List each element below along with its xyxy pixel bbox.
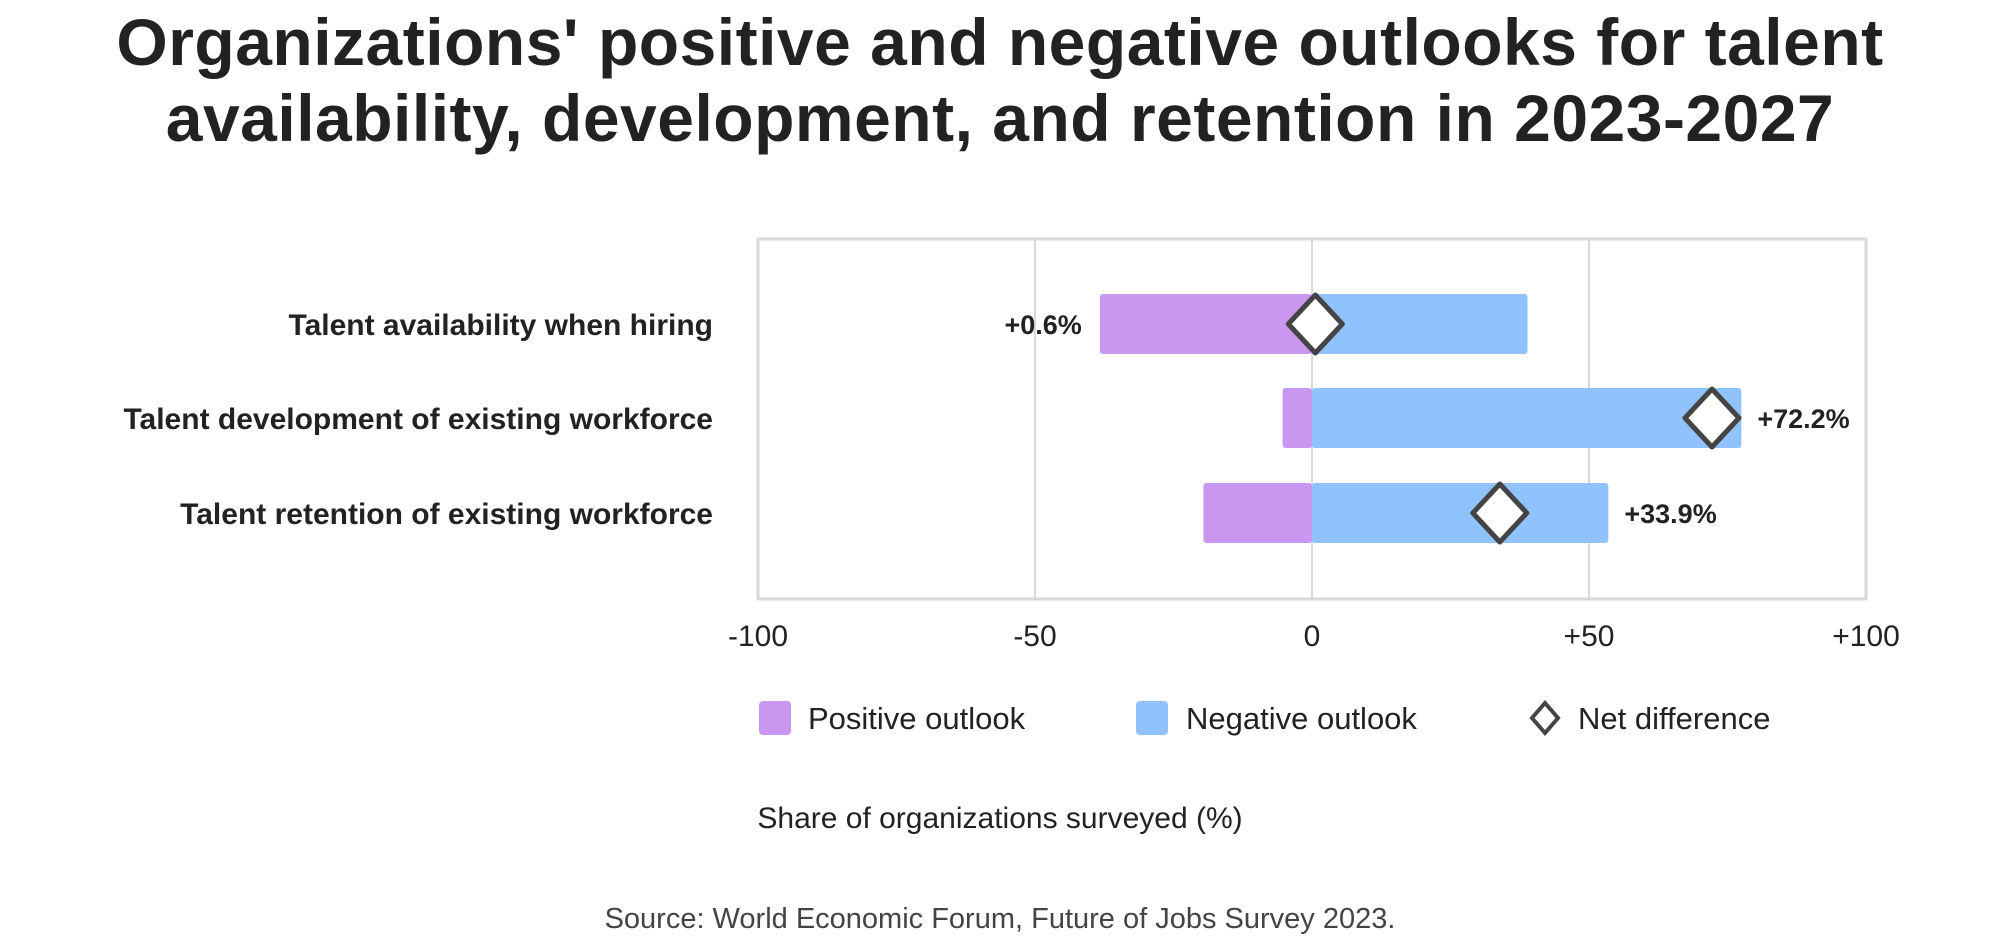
data-label: +33.9% [1624, 499, 1716, 529]
legend-diamond-icon [1529, 699, 1561, 737]
x-tick-label: 0 [1304, 620, 1321, 653]
x-tick-label: -100 [728, 620, 788, 653]
category-label: Talent retention of existing workforce [180, 498, 713, 531]
data-label: +72.2% [1757, 404, 1849, 434]
net-difference-marker [1682, 386, 1742, 450]
source-note: Source: World Economic Forum, Future of … [605, 903, 1396, 935]
net-difference-marker [1470, 481, 1530, 545]
x-tick-label: +50 [1564, 620, 1615, 653]
category-label: Talent development of existing workforce [123, 403, 713, 436]
data-label: +0.6% [1005, 310, 1082, 340]
negative-bar [1312, 388, 1742, 448]
legend-label-net: Net difference [1578, 701, 1770, 736]
x-tick-label: +100 [1832, 620, 1900, 653]
legend-label-negative: Negative outlook [1186, 701, 1417, 736]
legend-label-positive: Positive outlook [808, 701, 1026, 736]
positive-bar [1099, 294, 1312, 354]
positive-bar [1282, 388, 1312, 448]
negative-bar [1312, 483, 1609, 543]
net-difference-marker [1285, 292, 1345, 356]
chart-title: Organizations' positive and negative out… [116, 5, 1884, 155]
negative-bar [1312, 294, 1528, 354]
category-label: Talent availability when hiring [288, 309, 713, 342]
legend-swatch-negative [1136, 701, 1168, 735]
legend-swatch-positive [759, 701, 791, 735]
x-tick-label: -50 [1013, 620, 1056, 653]
x-axis-label: Share of organizations surveyed (%) [757, 802, 1242, 835]
positive-bar [1203, 483, 1312, 543]
